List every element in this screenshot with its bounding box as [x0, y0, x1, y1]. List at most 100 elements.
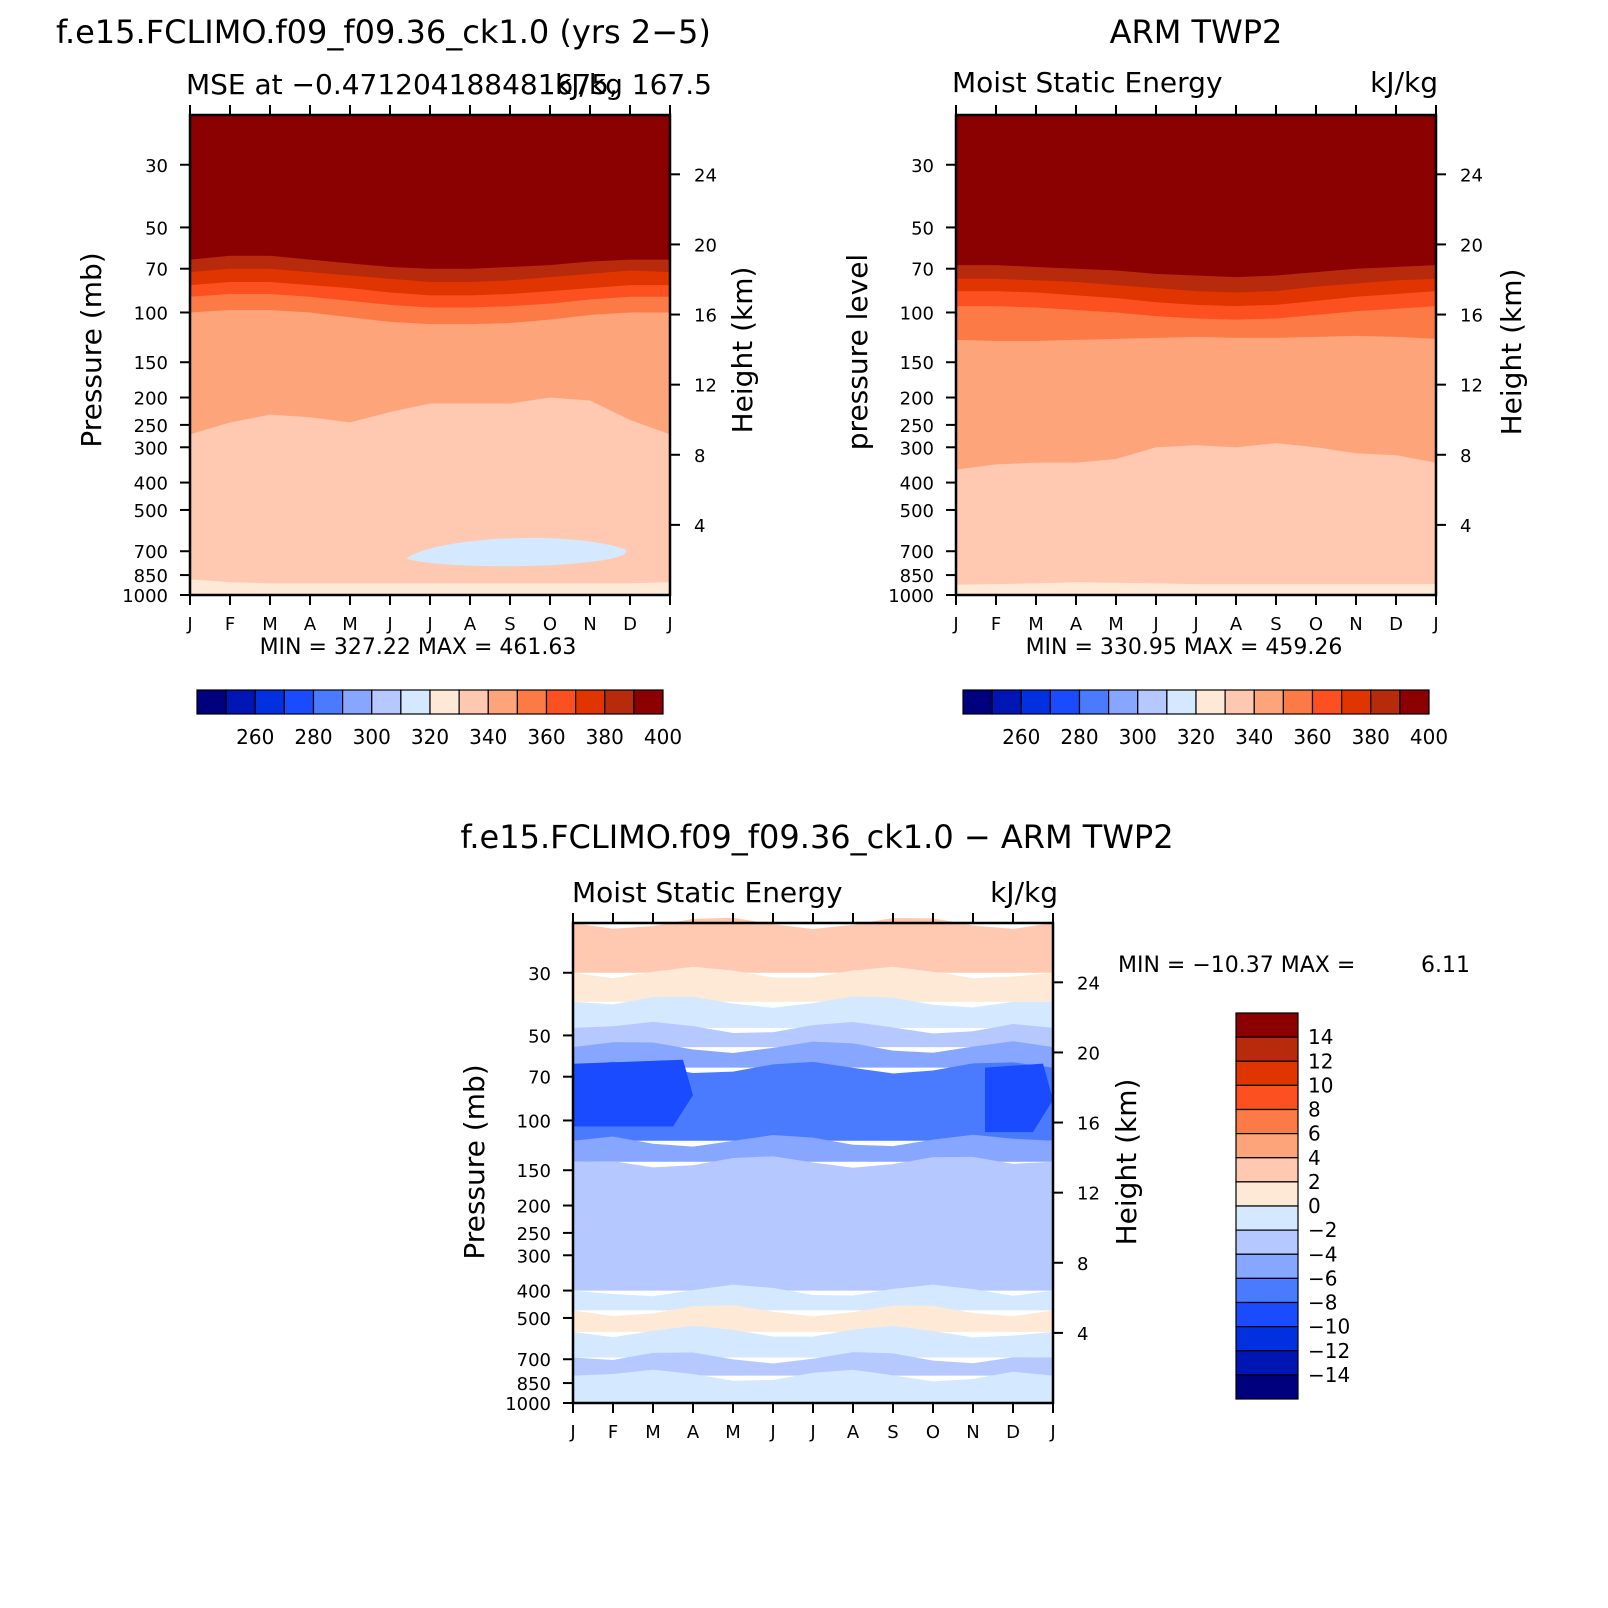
diff-colorbar-box	[1235, 1012, 1299, 1038]
obs-band-340	[956, 582, 1436, 595]
model-x-tick-label: O	[543, 614, 557, 635]
diff-y-axis-label: Pressure (mb)	[458, 1064, 491, 1259]
obs-colorbar-label: 300	[1119, 725, 1157, 749]
diff-colorbar-box	[1235, 1229, 1299, 1255]
diff-band	[573, 996, 1053, 1028]
diff-y2-tick-label: 8	[1077, 1254, 1088, 1275]
model-colorbar-label: 320	[411, 725, 449, 749]
model-colorbar-label: 340	[469, 725, 507, 749]
obs-y-axis-label: pressure level	[841, 254, 874, 450]
diff-x-tick-label: J	[1049, 1422, 1055, 1443]
diff-stats-value: 6.11	[1421, 953, 1470, 978]
diff-y2-tick-label: 4	[1077, 1324, 1088, 1345]
diff-y2-tick-label: 20	[1077, 1043, 1100, 1064]
diff-colorbar-box	[1235, 1036, 1299, 1062]
model-y-axis-label: Pressure (mb)	[75, 252, 108, 447]
diff-y-tick-label: 250	[517, 1224, 551, 1245]
diff-band	[573, 1021, 1053, 1048]
obs-y-tick-label: 300	[900, 438, 934, 459]
diff-subtitle-right: kJ/kg	[990, 876, 1058, 909]
diff-colorbar-box	[1235, 1133, 1299, 1159]
obs-colorbar-box	[1166, 689, 1197, 715]
obs-colorbar-box	[1399, 689, 1430, 715]
diff-colorbar-box	[1235, 1374, 1299, 1400]
obs-colorbar-box	[1370, 689, 1401, 715]
model-title: f.e15.FCLIMO.f09_f09.36_ck1.0 (yrs 2−5)	[56, 13, 711, 51]
diff-y-tick-label: 200	[517, 1197, 551, 1218]
diff-colorbar-label: 8	[1308, 1098, 1321, 1122]
model-y-tick-label: 700	[134, 542, 168, 563]
diff-x-tick-label: O	[926, 1422, 940, 1443]
diff-colorbar-label: 2	[1308, 1170, 1321, 1194]
model-y-tick-label: 70	[145, 260, 168, 281]
model-y2-tick-label: 24	[694, 165, 717, 186]
obs-x-tick-label: N	[1349, 614, 1362, 635]
model-colorbar-label: 400	[644, 725, 682, 749]
diff-y-tick-label: 70	[528, 1068, 551, 1089]
diff-colorbar-box	[1235, 1253, 1299, 1279]
diff-band	[573, 1352, 1053, 1376]
obs-y2-tick-label: 24	[1460, 165, 1483, 186]
diff-x-tick-label: J	[769, 1422, 775, 1443]
diff-band	[573, 1041, 1053, 1068]
model-x-tick-label: F	[225, 614, 235, 635]
obs-colorbar-label: 340	[1235, 725, 1273, 749]
obs-x-tick-label: F	[991, 614, 1001, 635]
diff-colorbar-box	[1235, 1301, 1299, 1328]
model-x-tick-label: A	[304, 614, 317, 635]
model-colorbar-box	[283, 689, 315, 715]
model-colorbar-box	[458, 689, 489, 715]
obs-colorbar-label: 360	[1293, 725, 1331, 749]
diff-colorbar-label: −14	[1308, 1363, 1350, 1387]
difference-panel: f.e15.FCLIMO.f09_f09.36_ck1.0 − ARM TWP2…	[458, 818, 1470, 1443]
model-x-tick-label: N	[583, 614, 596, 635]
model-x-tick-label: J	[666, 614, 672, 635]
obs-y2-tick-label: 12	[1460, 376, 1483, 397]
diff-band	[573, 1369, 1053, 1403]
diff-title: f.e15.FCLIMO.f09_f09.36_ck1.0 − ARM TWP2	[460, 818, 1173, 856]
model-colorbar-box	[312, 689, 344, 715]
diff-colorbar-label: 10	[1308, 1073, 1333, 1097]
model-y2-axis-label: Height (km)	[726, 267, 759, 434]
obs-colorbar-label: 400	[1410, 725, 1448, 749]
obs-x-tick-label: O	[1309, 614, 1323, 635]
obs-stats: MIN = 330.95 MAX = 459.26	[1026, 635, 1343, 660]
diff-colorbar-box	[1235, 1326, 1299, 1352]
diff-band	[573, 1284, 1053, 1311]
model-band-350	[190, 397, 670, 595]
model-y2-tick-label: 12	[694, 376, 717, 397]
obs-y-tick-label: 1000	[888, 586, 934, 607]
diff-colorbar-label: 12	[1308, 1049, 1333, 1073]
diff-stats-label: MIN = −10.37 MAX =	[1118, 953, 1355, 978]
obs-y-tick-label: 500	[900, 501, 934, 522]
diff-x-tick-label: F	[608, 1422, 618, 1443]
diff-band	[573, 1156, 1053, 1291]
model-colorbar-label: 260	[236, 725, 274, 749]
model-x-tick-label: J	[186, 614, 192, 635]
diff-colorbar-label: −10	[1308, 1315, 1350, 1339]
model-subtitle-left: MSE at −0.471204188481675,	[186, 68, 618, 101]
diff-band	[573, 1325, 1053, 1358]
model-x-tick-label: D	[623, 614, 637, 635]
obs-colorbar-box	[1108, 689, 1139, 715]
obs-y2-tick-label: 8	[1460, 446, 1471, 467]
model-y2-tick-label: 8	[694, 446, 705, 467]
model-y2-tick-label: 20	[694, 235, 717, 256]
obs-x-tick-label: A	[1230, 614, 1243, 635]
model-y2-tick-label: 16	[694, 306, 717, 327]
obs-colorbar-box	[1137, 689, 1168, 715]
model-y-tick-label: 150	[134, 353, 168, 374]
obs-colorbar-box	[1078, 689, 1110, 715]
diff-y-tick-label: 300	[517, 1246, 551, 1267]
obs-colorbar-label: 260	[1002, 725, 1040, 749]
diff-y-tick-label: 100	[517, 1111, 551, 1132]
model-colorbar-label: 360	[527, 725, 565, 749]
diff-x-tick-label: J	[809, 1422, 815, 1443]
obs-colorbar: 260 280 300 320 340 360 380 400	[962, 689, 1448, 749]
diff-colorbar-label: −2	[1308, 1218, 1337, 1242]
obs-x-tick-label: S	[1270, 614, 1281, 635]
diff-y-tick-label: 400	[517, 1282, 551, 1303]
diff-colorbar-box	[1235, 1277, 1299, 1304]
